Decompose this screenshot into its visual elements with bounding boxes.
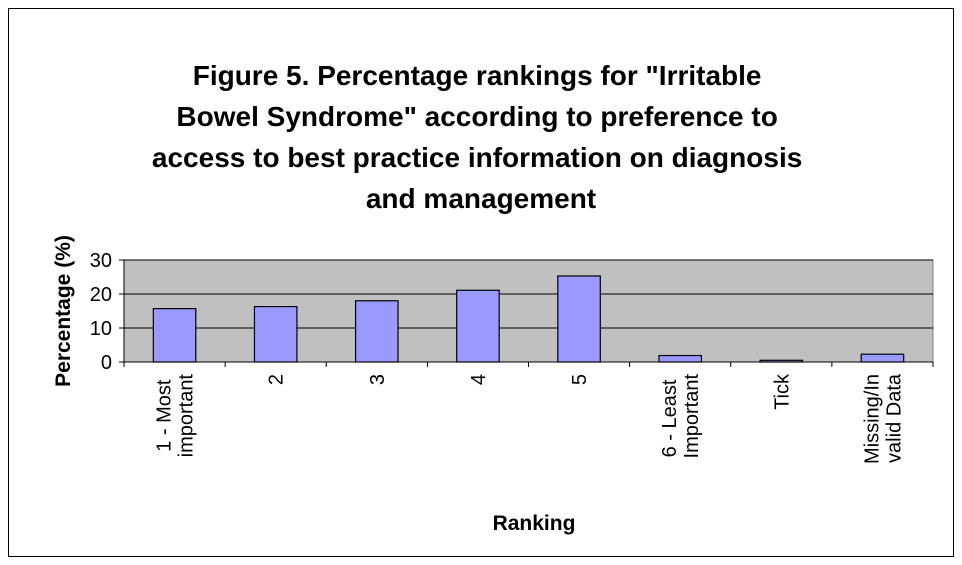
x-tick-label: 5 — [569, 374, 591, 385]
bar — [456, 289, 500, 363]
x-tick-label: 2 — [266, 374, 288, 385]
y-tick-label: 30 — [90, 250, 112, 272]
x-tick-label: 1 - Most important — [154, 374, 198, 458]
bar — [253, 305, 298, 363]
x-tick-label: 6 - Least Important — [659, 374, 703, 459]
bar — [152, 308, 197, 363]
bar — [658, 354, 703, 363]
x-tick-label: 4 — [468, 374, 490, 385]
bar — [860, 353, 905, 363]
y-tick-label: 10 — [90, 318, 112, 340]
x-tick-label: Tick — [771, 373, 793, 410]
x-axis-title: Ranking — [493, 512, 576, 535]
y-axis-title: Percentage (%) — [52, 235, 75, 387]
bar — [354, 300, 399, 363]
plot-area — [123, 259, 934, 363]
y-tick-label: 20 — [90, 284, 112, 306]
chart-title: Figure 5. Percentage rankings for "Irrit… — [152, 60, 810, 214]
x-tick-label: Missing/Invalid Data — [861, 373, 905, 464]
x-tick-label: 3 — [367, 374, 389, 385]
y-tick-label: 0 — [101, 352, 112, 374]
bar — [557, 275, 601, 363]
